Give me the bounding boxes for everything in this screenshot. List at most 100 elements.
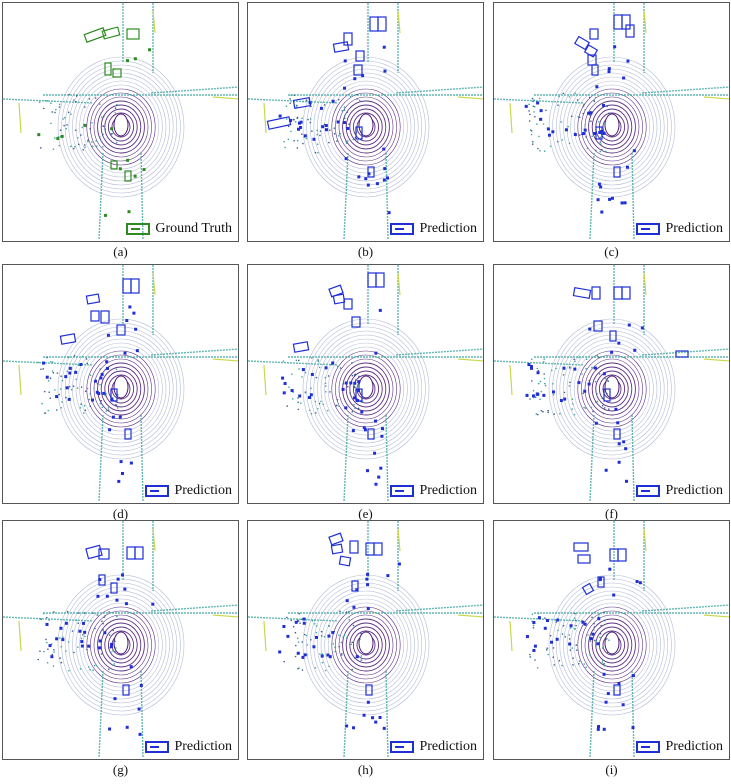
lidar-point xyxy=(343,106,346,108)
lidar-point xyxy=(74,145,76,148)
detection-marker xyxy=(344,157,348,161)
far-points xyxy=(397,528,401,552)
lidar-ring xyxy=(86,350,156,428)
lidar-ring xyxy=(352,112,380,142)
lidar-ring xyxy=(338,96,394,158)
lidar-point xyxy=(115,368,118,371)
detection-marker xyxy=(312,645,316,649)
lidar-point xyxy=(600,624,602,627)
lidar-point xyxy=(339,610,341,613)
detection-marker xyxy=(608,197,612,201)
lidar-point xyxy=(68,93,70,96)
lidar-ring xyxy=(79,80,163,174)
lidar-point xyxy=(594,644,597,647)
detection-marker xyxy=(103,631,107,635)
lidar-point xyxy=(536,367,539,370)
lidar-point xyxy=(51,361,54,363)
lidar-point xyxy=(79,407,82,409)
detection-marker xyxy=(587,382,591,386)
lidar-ring xyxy=(552,60,672,194)
bounding-box xyxy=(85,544,103,560)
lidar-point xyxy=(606,634,608,637)
lidar-point xyxy=(115,647,117,649)
lidar-ring xyxy=(591,622,633,668)
lidar-point xyxy=(568,638,571,640)
lidar-ring xyxy=(90,92,152,162)
lidar-point xyxy=(303,633,306,636)
detection-marker xyxy=(607,70,611,74)
lidar-point xyxy=(535,413,538,415)
lidar-point xyxy=(532,105,535,108)
lidar-ring xyxy=(309,64,423,190)
detection-marker xyxy=(599,185,603,189)
bounding-box xyxy=(355,388,363,402)
legend: Prediction xyxy=(390,483,477,499)
detection-marker xyxy=(283,381,287,385)
lidar-rings xyxy=(548,574,676,716)
lidar-point xyxy=(598,356,600,359)
lidar-point xyxy=(283,140,285,143)
lidar-ring xyxy=(349,626,383,664)
detection-marker xyxy=(108,727,112,731)
lidar-point xyxy=(302,142,304,145)
lidar-point xyxy=(333,127,336,129)
detection-marker xyxy=(298,394,302,398)
road-edge xyxy=(385,670,389,758)
panel-caption: (d) xyxy=(112,506,129,521)
lidar-point xyxy=(583,663,586,665)
detection-marker xyxy=(598,576,602,580)
lidar-point xyxy=(113,137,116,140)
lidar-scene xyxy=(248,265,483,502)
detection-marker xyxy=(559,399,563,403)
detection-marker xyxy=(373,451,377,455)
detection-marker xyxy=(45,375,49,379)
lidar-point xyxy=(95,140,97,142)
detection-marker xyxy=(331,631,335,635)
lidar-point xyxy=(531,97,534,100)
lidar-point xyxy=(324,376,327,379)
lidar-point xyxy=(89,374,92,376)
road-edge xyxy=(343,414,349,502)
lidar-point xyxy=(603,611,605,613)
lidar-point xyxy=(562,92,565,95)
lidar-point xyxy=(74,129,77,131)
bounding-box xyxy=(101,26,121,40)
legend: Prediction xyxy=(145,483,232,499)
lidar-point xyxy=(107,407,110,409)
detection-marker xyxy=(360,410,364,414)
lidar-point xyxy=(301,133,303,135)
lidar-point xyxy=(561,633,564,635)
bounding-box xyxy=(572,286,592,300)
bounding-box xyxy=(85,293,101,305)
detection-marker xyxy=(123,351,127,355)
lidar-point xyxy=(352,624,355,627)
far-points xyxy=(397,272,401,296)
lidar-ring xyxy=(548,318,676,460)
detection-marker xyxy=(110,397,114,401)
lidar-point xyxy=(324,385,327,387)
detection-marker xyxy=(377,475,381,479)
lidar-ring xyxy=(57,56,185,198)
bounding-box xyxy=(603,388,611,402)
lidar-point xyxy=(290,619,293,622)
lidar-point xyxy=(54,389,56,391)
detection-marker xyxy=(117,479,121,483)
lidar-ring xyxy=(342,618,390,672)
lidar-point xyxy=(104,394,106,397)
lidar-point xyxy=(314,400,317,403)
lidar-point xyxy=(605,638,608,640)
ego-vehicle xyxy=(604,631,620,655)
bounding-box xyxy=(625,24,635,38)
bounding-box xyxy=(377,16,387,32)
road-edge xyxy=(494,360,585,366)
lidar-point xyxy=(296,147,299,149)
far-points xyxy=(457,614,483,618)
lidar-scene xyxy=(3,3,238,240)
lidar-point xyxy=(543,150,546,152)
lidar-ring xyxy=(349,370,383,408)
lidar-point xyxy=(39,618,41,620)
lidar-point xyxy=(586,147,589,150)
road-edge xyxy=(385,414,389,502)
lidar-point xyxy=(336,398,339,401)
lidar-point xyxy=(77,136,79,139)
